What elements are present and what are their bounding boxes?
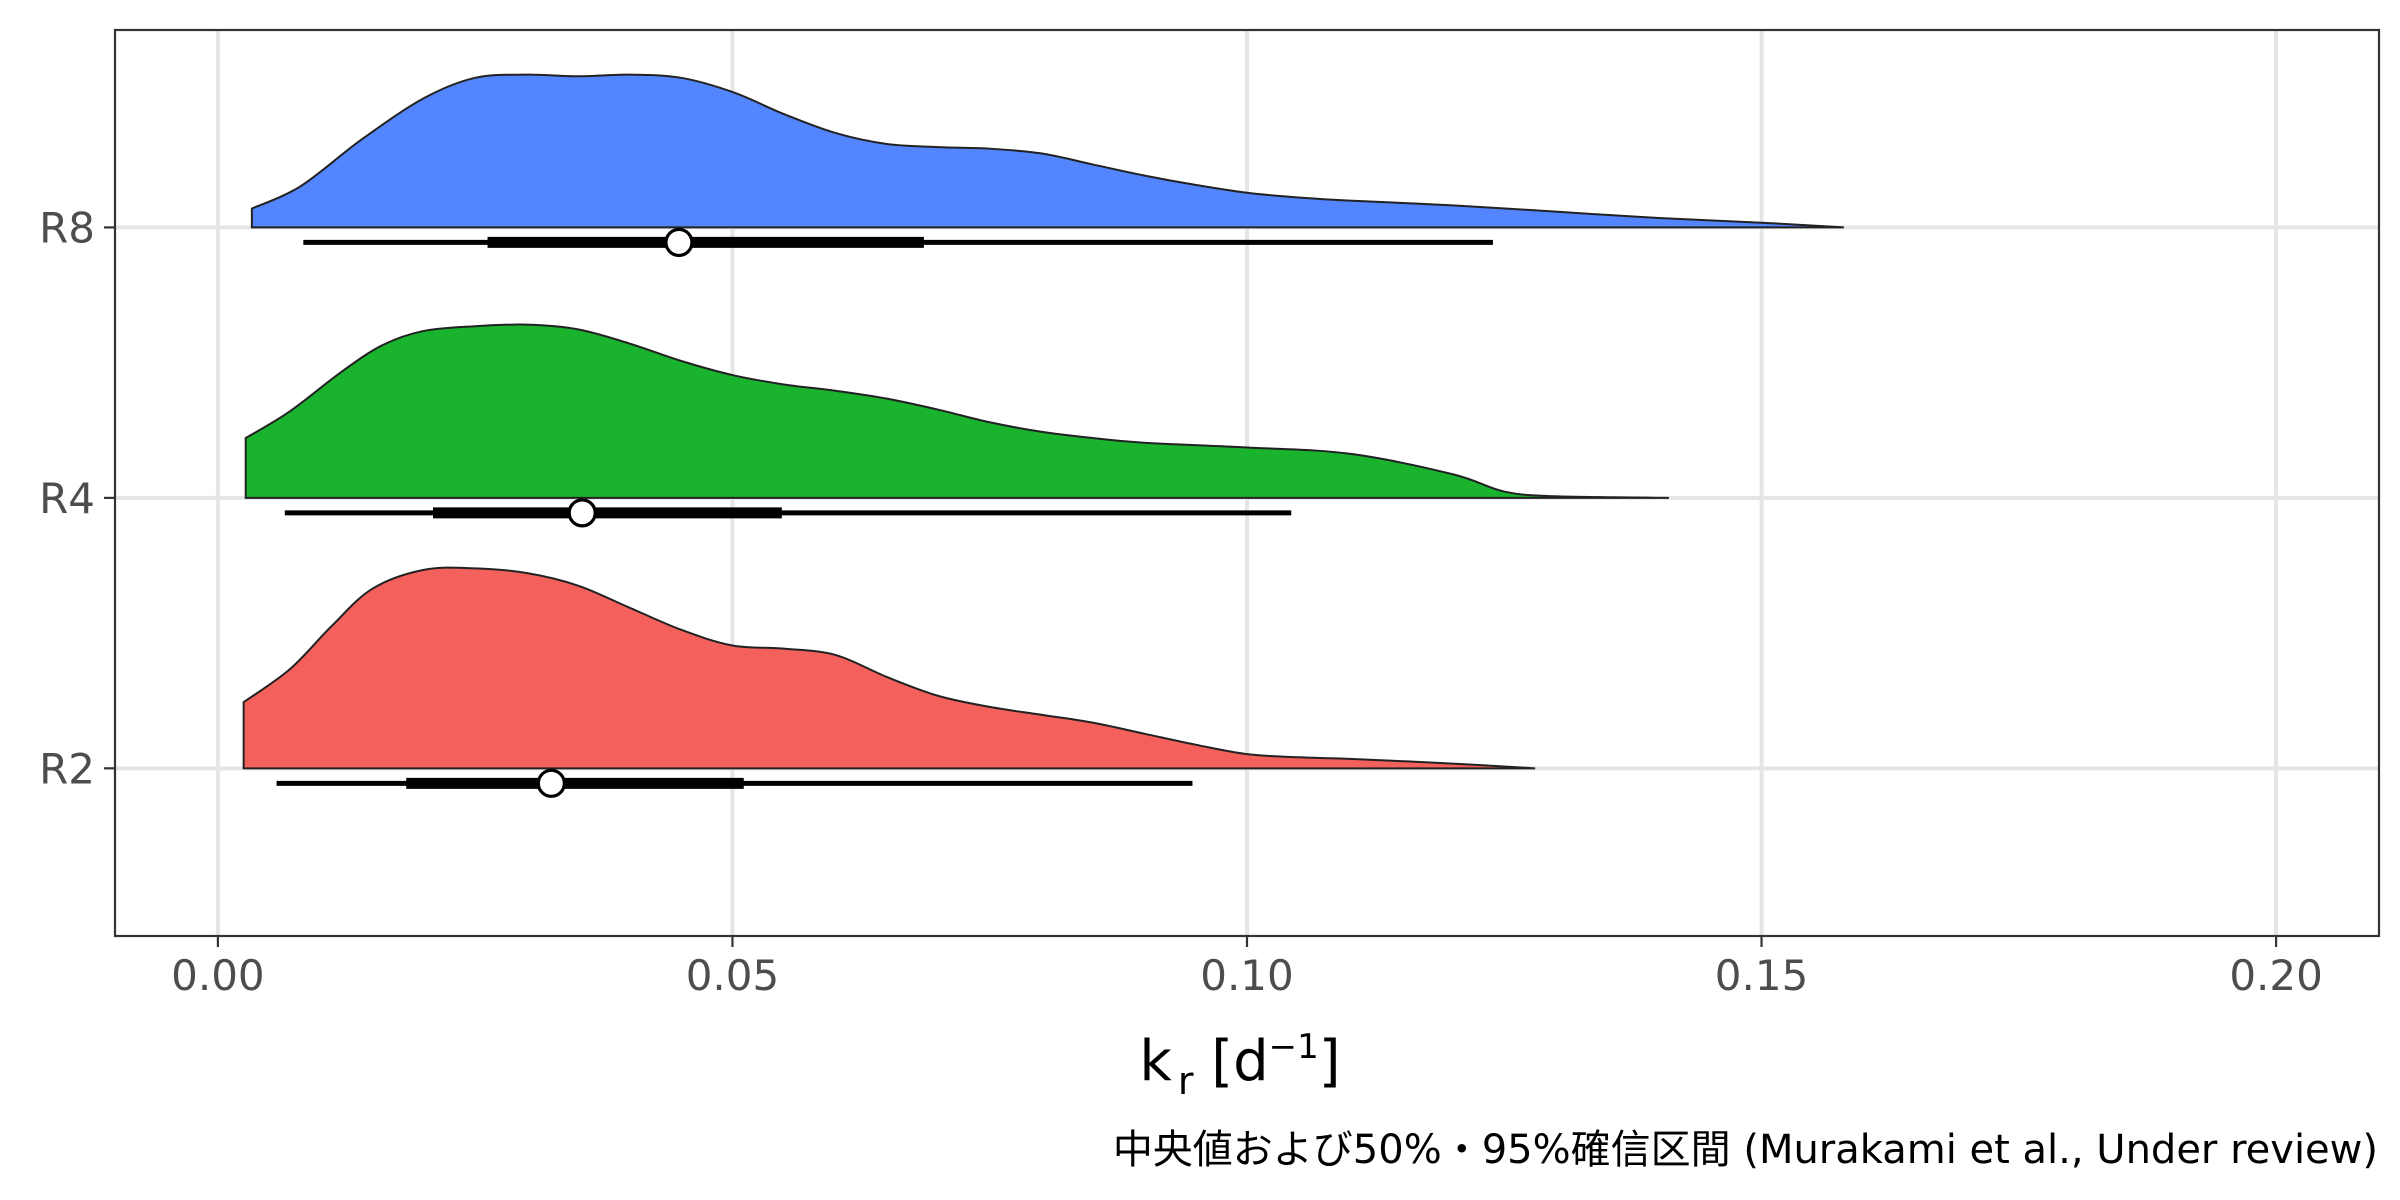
density-ridge-r4 <box>244 323 1669 499</box>
x-tick-label: 0.15 <box>1715 951 1809 1000</box>
y-axis: R8 R4 R2 <box>39 203 115 793</box>
y-tick-label: R2 <box>39 744 95 793</box>
median-point-r2 <box>536 768 566 798</box>
density-layer <box>242 73 1844 770</box>
median-point-r8 <box>664 227 694 258</box>
x-tick-label: 0.05 <box>686 951 780 1000</box>
x-axis-title-unit-open: [d <box>1193 1029 1268 1094</box>
x-axis-title-subscript: r <box>1178 1059 1194 1103</box>
median-point-r4 <box>567 498 597 528</box>
x-axis-title-main: k <box>1139 1029 1172 1094</box>
x-tick-label: 0.20 <box>2229 951 2323 1000</box>
x-axis-title-unit-close: ] <box>1319 1029 1341 1094</box>
x-axis: 0.00 0.05 0.10 0.15 0.20 <box>171 936 2323 1000</box>
y-tick-label: R8 <box>39 203 95 252</box>
x-tick-label: 0.10 <box>1200 951 1294 1000</box>
y-tick-label: R4 <box>39 474 95 523</box>
x-axis-title-superscript: −1 <box>1269 1027 1319 1067</box>
caption: 中央値および50%・95%確信区間 (Murakami et al., Unde… <box>1113 1127 2378 1173</box>
density-ridge-r2 <box>242 566 1536 770</box>
interval-layer <box>276 227 1493 798</box>
density-ridge-r8 <box>250 73 1844 229</box>
x-tick-label: 0.00 <box>171 951 265 1000</box>
